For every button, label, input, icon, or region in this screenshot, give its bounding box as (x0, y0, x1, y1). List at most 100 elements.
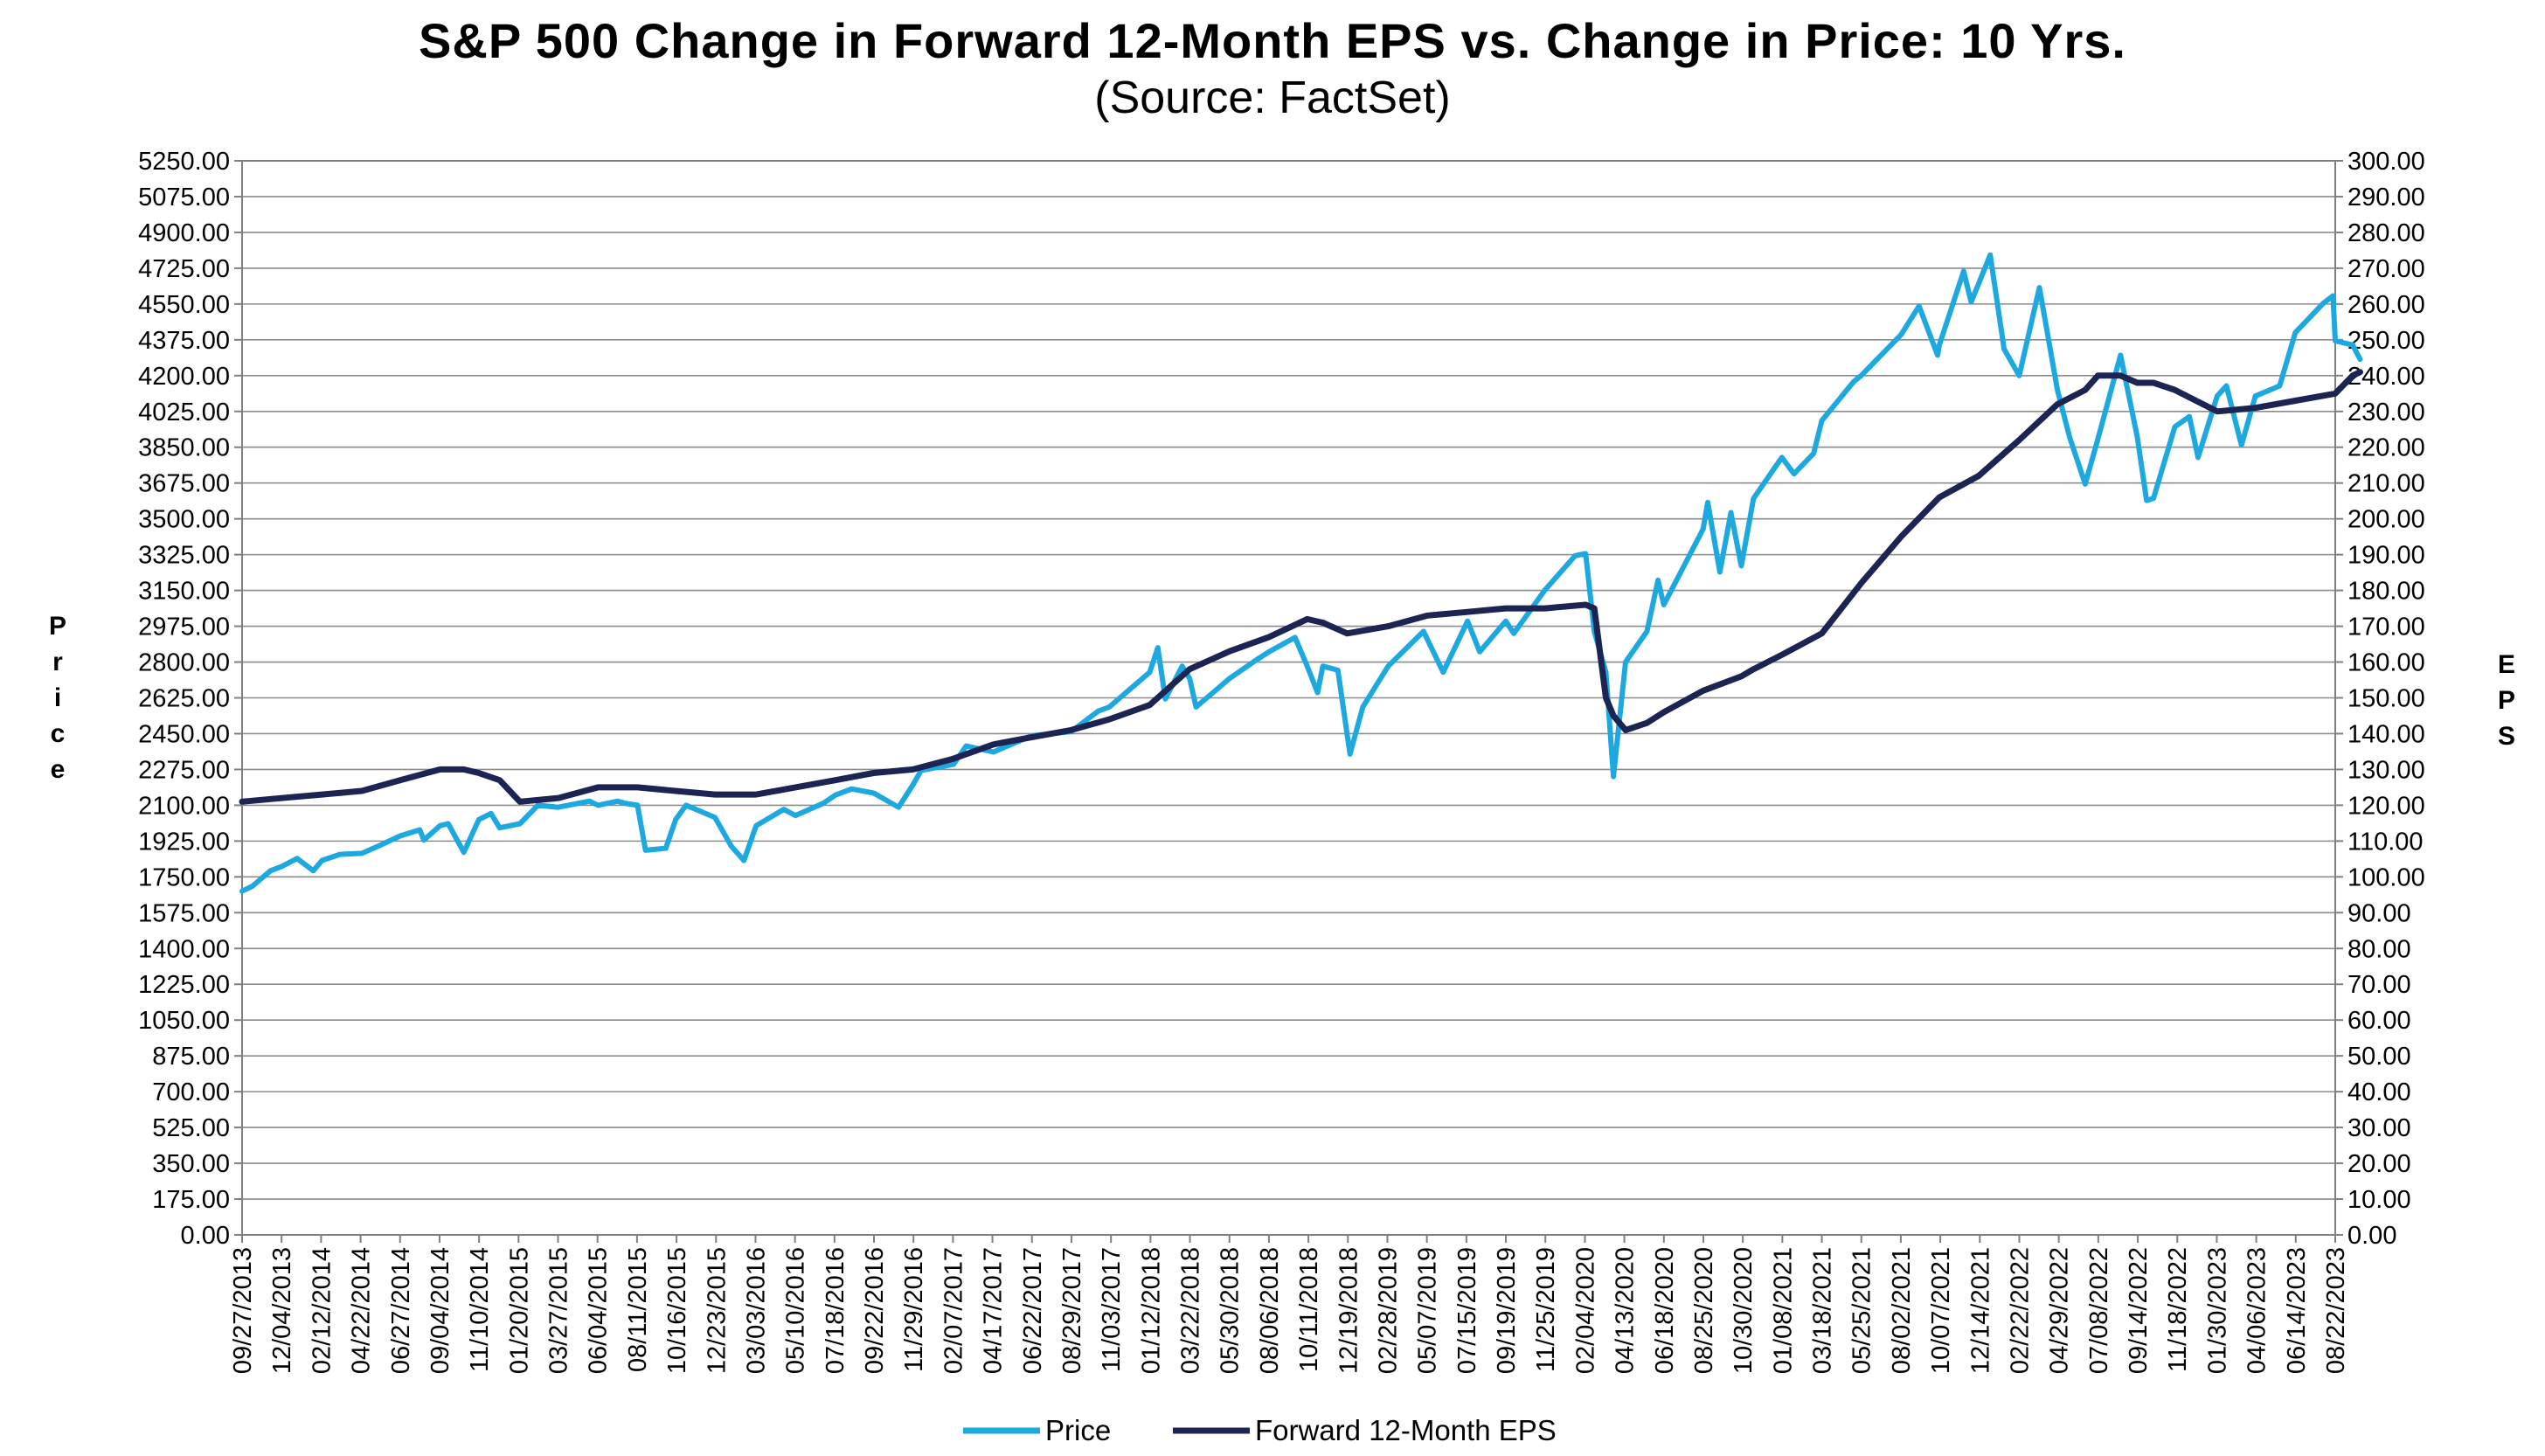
x-tick-label: 11/25/2019 (1532, 1247, 1560, 1372)
left-tick-label: 1225.00 (138, 971, 230, 999)
left-tick-label: 4025.00 (138, 399, 230, 426)
x-tick-label: 05/30/2018 (1217, 1247, 1245, 1374)
x-tick-label: 12/04/2013 (268, 1247, 296, 1374)
right-tick-label: 30.00 (2347, 1114, 2411, 1142)
left-tick-label: 525.00 (152, 1114, 230, 1142)
right-tick-label: 10.00 (2347, 1186, 2411, 1214)
right-tick-label: 150.00 (2347, 685, 2425, 713)
x-tick-label: 02/28/2019 (1374, 1247, 1402, 1374)
eps-line (239, 369, 2363, 805)
x-tick-label: 08/22/2023 (2322, 1247, 2350, 1374)
x-tick-label: 02/04/2020 (1571, 1247, 1599, 1374)
x-tick-label: 03/03/2016 (742, 1247, 770, 1374)
left-axis-title-letter: P (49, 612, 66, 641)
right-tick-label: 120.00 (2347, 792, 2425, 820)
left-tick-label: 1750.00 (138, 863, 230, 891)
left-tick-label: 3500.00 (138, 506, 230, 534)
x-tick-label: 01/30/2023 (2203, 1247, 2231, 1374)
left-tick-label: 3325.00 (138, 542, 230, 570)
right-tick-label: 170.00 (2347, 614, 2425, 641)
left-tick-label: 2800.00 (138, 649, 230, 677)
right-tick-label: 100.00 (2347, 863, 2425, 891)
x-tick-label: 07/08/2022 (2085, 1247, 2113, 1374)
right-tick-label: 280.00 (2347, 219, 2425, 247)
x-tick-label: 05/07/2019 (1414, 1247, 1442, 1374)
left-tick-label: 4200.00 (138, 363, 230, 391)
x-tick-label: 04/17/2017 (980, 1247, 1008, 1374)
x-tick-label: 04/06/2023 (2243, 1247, 2271, 1374)
right-tick-label: 250.00 (2347, 327, 2425, 355)
right-tick-label: 270.00 (2347, 255, 2425, 283)
x-tick-label: 10/07/2021 (1927, 1247, 1955, 1374)
left-tick-label: 5250.00 (138, 148, 230, 176)
x-tick-label: 07/15/2019 (1453, 1247, 1481, 1374)
right-tick-label: 180.00 (2347, 578, 2425, 606)
x-tick-label: 11/03/2017 (1098, 1247, 1126, 1372)
x-tick-label: 09/14/2022 (2125, 1247, 2153, 1374)
right-tick-label: 110.00 (2347, 828, 2424, 856)
left-tick-label: 2450.00 (138, 720, 230, 748)
x-tick-label: 10/16/2015 (663, 1247, 691, 1374)
left-tick-label: 0.00 (181, 1222, 230, 1250)
left-tick-label: 5075.00 (138, 184, 230, 211)
right-tick-label: 200.00 (2347, 506, 2425, 534)
right-tick-label: 60.00 (2347, 1007, 2411, 1035)
left-tick-label: 2625.00 (138, 685, 230, 713)
x-tick-label: 01/08/2021 (1769, 1247, 1797, 1374)
x-tick-label: 06/04/2015 (585, 1247, 613, 1374)
right-tick-label: 210.00 (2347, 470, 2425, 498)
left-tick-label: 2100.00 (138, 792, 230, 820)
x-tick-label: 08/02/2021 (1888, 1247, 1916, 1374)
right-axis-title: EPS (2498, 650, 2515, 751)
x-tick-label: 09/19/2019 (1493, 1247, 1521, 1374)
left-axis-title-letter: r (52, 648, 63, 676)
x-tick-label: 02/07/2017 (940, 1247, 967, 1374)
x-tick-label: 06/22/2017 (1019, 1247, 1047, 1374)
right-tick-label: 300.00 (2347, 148, 2425, 176)
right-tick-label: 260.00 (2347, 291, 2425, 319)
left-tick-label: 3150.00 (138, 578, 230, 606)
left-tick-label: 875.00 (152, 1043, 230, 1071)
x-tick-label: 03/18/2021 (1809, 1247, 1837, 1374)
left-tick-label: 4550.00 (138, 291, 230, 319)
x-tick-label: 05/10/2016 (782, 1247, 810, 1374)
x-tick-label: 07/18/2016 (822, 1247, 849, 1374)
x-tick-label: 09/22/2016 (861, 1247, 889, 1374)
x-tick-label: 06/18/2020 (1651, 1247, 1679, 1374)
x-tick-label: 01/12/2018 (1137, 1247, 1165, 1374)
left-tick-label: 3850.00 (138, 434, 230, 462)
left-tick-label: 3675.00 (138, 470, 230, 498)
x-tick-label: 10/11/2018 (1295, 1247, 1323, 1372)
x-tick-label: 12/14/2021 (1966, 1247, 1994, 1374)
left-tick-label: 700.00 (152, 1078, 230, 1106)
right-tick-label: 0.00 (2347, 1222, 2396, 1250)
left-tick-label: 175.00 (152, 1186, 230, 1214)
right-tick-label: 140.00 (2347, 720, 2425, 748)
right-tick-label: 220.00 (2347, 434, 2425, 462)
left-tick-label: 1575.00 (138, 899, 230, 927)
x-tick-label: 12/23/2015 (703, 1247, 731, 1374)
left-tick-label: 350.00 (152, 1150, 230, 1178)
left-tick-label: 4900.00 (138, 219, 230, 247)
legend: Price Forward 12-Month EPS (963, 1414, 1557, 1446)
right-tick-label: 190.00 (2347, 542, 2425, 570)
x-tick-label: 11/10/2014 (466, 1247, 494, 1372)
legend-label-price: Price (1045, 1414, 1111, 1446)
x-tick-label: 10/30/2020 (1730, 1247, 1758, 1374)
x-axis-ticks: 09/27/2013 12/04/2013 02/12/2014 04/22/2014… (229, 1235, 2350, 1374)
x-tick-label: 06/14/2023 (2283, 1247, 2311, 1374)
right-tick-label: 130.00 (2347, 756, 2425, 784)
right-axis-title-letter: S (2498, 722, 2515, 751)
x-tick-label: 09/27/2013 (229, 1247, 257, 1374)
price-line (239, 252, 2363, 894)
x-tick-label: 08/29/2017 (1058, 1247, 1086, 1374)
x-tick-label: 08/06/2018 (1256, 1247, 1284, 1374)
right-tick-label: 70.00 (2347, 971, 2411, 999)
left-tick-label: 1050.00 (138, 1007, 230, 1035)
right-tick-label: 230.00 (2347, 399, 2425, 426)
x-tick-label: 02/12/2014 (308, 1247, 336, 1374)
left-axis-ticks: 0.00 175.00 350.00 525.00 700.00 875.00 1050.0… (138, 148, 242, 1250)
x-tick-label: 04/13/2020 (1612, 1247, 1640, 1374)
right-tick-label: 90.00 (2347, 899, 2411, 927)
